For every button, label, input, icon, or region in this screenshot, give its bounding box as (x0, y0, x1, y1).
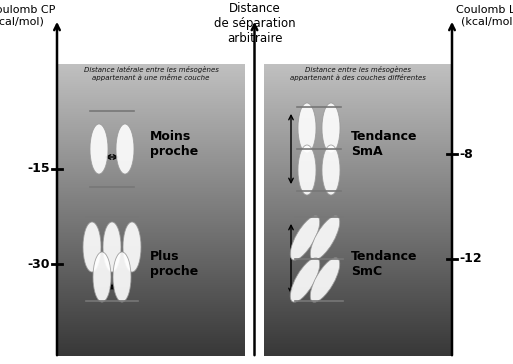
Text: Plus
proche: Plus proche (150, 250, 198, 278)
Text: Tendance
SmA: Tendance SmA (351, 130, 418, 158)
Text: -12: -12 (459, 253, 482, 265)
Ellipse shape (113, 252, 131, 302)
Ellipse shape (93, 252, 111, 302)
Text: -15: -15 (27, 162, 50, 175)
Text: Distance latérale entre les mésogènes
appartenant à une même couche: Distance latérale entre les mésogènes ap… (84, 66, 219, 81)
Text: Coulomb LP
(kcal/mol): Coulomb LP (kcal/mol) (456, 5, 513, 27)
Ellipse shape (322, 145, 340, 195)
Ellipse shape (116, 124, 134, 174)
Text: Tendance
SmC: Tendance SmC (351, 250, 418, 278)
Ellipse shape (103, 222, 121, 272)
Text: Moins
proche: Moins proche (150, 130, 198, 158)
Text: Distance
de séparation
arbitraire: Distance de séparation arbitraire (214, 2, 295, 45)
Text: -30: -30 (28, 257, 50, 270)
Ellipse shape (123, 222, 141, 272)
Ellipse shape (298, 103, 316, 153)
Text: -8: -8 (459, 147, 473, 161)
Ellipse shape (298, 145, 316, 195)
Ellipse shape (290, 216, 320, 260)
Text: Coulomb CP
(kcal/mol): Coulomb CP (kcal/mol) (0, 5, 56, 27)
Ellipse shape (83, 222, 101, 272)
Ellipse shape (322, 103, 340, 153)
Ellipse shape (290, 258, 320, 302)
Ellipse shape (310, 216, 340, 260)
Text: Distance entre les mésogènes
appartenant à des couches différentes: Distance entre les mésogènes appartenant… (290, 66, 426, 81)
Ellipse shape (90, 124, 108, 174)
Ellipse shape (310, 258, 340, 302)
